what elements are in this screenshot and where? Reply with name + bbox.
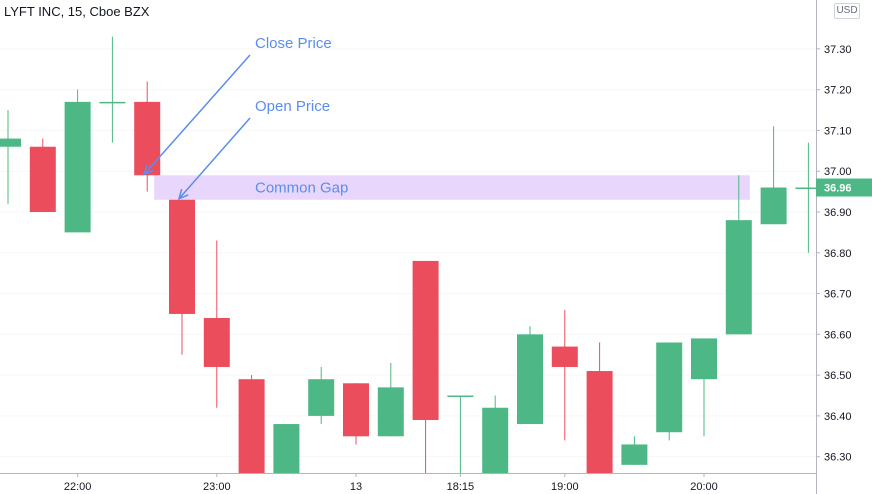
price-tick-label: 36.50 [824,370,852,382]
common-gap-zone [154,175,750,200]
candle-up [691,338,717,380]
price-tick-label: 36.80 [824,248,852,260]
close-price-arrow-head [143,164,154,176]
close-price-arrow [143,54,251,175]
last-price-marker[interactable] [816,178,872,197]
time-tick-label: 20:00 [690,481,718,493]
candle-up [725,220,752,335]
candle-up [517,334,543,425]
price-tick-label: 36.60 [824,329,852,341]
candle-up [656,342,683,433]
candle-up [447,395,474,398]
price-tick-label: 37.20 [824,85,852,97]
currency-badge[interactable]: USD [834,3,860,19]
open-price-arrow-head [177,188,189,201]
price-tick-label: 37.30 [824,44,852,56]
time-tick-label: 13 [350,481,362,493]
time-tick-label: 19:00 [551,481,579,493]
last-price-label: 36.96 [824,183,852,195]
candle-up [621,444,648,465]
candles-group [0,36,816,473]
chart-title: LYFT INC, 15, Cboe BZX [4,4,150,19]
candle-up [795,187,816,190]
candle-down [29,146,56,212]
open-price-arrow [178,117,251,200]
candle-up [0,138,21,147]
candle-down [238,379,265,473]
price-tick-label: 37.00 [824,166,852,178]
candle-up [377,387,404,437]
candle-up [64,101,91,233]
candle-down [203,318,230,367]
candle-up [482,407,509,473]
price-tick-label: 36.40 [824,411,852,423]
candle-up [760,187,787,225]
candle-down [412,260,439,420]
candle-up [308,379,335,416]
price-tick-label: 36.90 [824,207,852,219]
candle-down [169,199,195,314]
open-price-label: Open Price [255,98,330,115]
price-tick-label: 37.10 [824,125,852,137]
price-tick-label: 36.70 [824,289,852,301]
price-axis-bg [816,0,872,494]
candle-down [343,383,369,437]
time-axis-bg [0,473,816,494]
candle-up [273,424,300,473]
time-tick-label: 23:00 [203,481,231,493]
candle-down [551,346,578,367]
time-tick-label: 18:15 [447,481,475,493]
candle-up [99,101,126,104]
candle-down [586,371,613,473]
common-gap-label: Common Gap [255,179,348,196]
close-price-label: Close Price [255,35,332,52]
candle-down [134,101,161,176]
price-tick-label: 36.30 [824,452,852,464]
time-tick-label: 22:00 [64,481,92,493]
